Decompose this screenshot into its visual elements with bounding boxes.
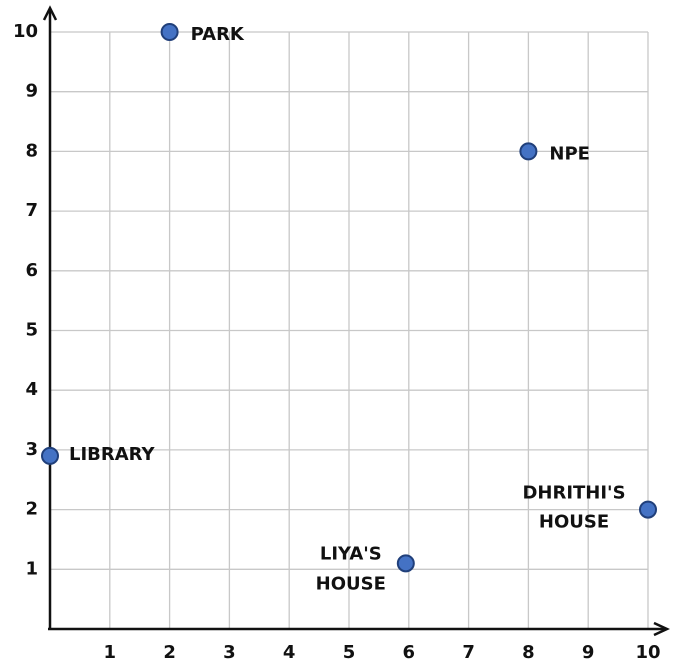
x-tick-label: 3 [223,642,236,663]
y-tick-label: 9 [25,81,38,102]
y-tick-label: 3 [25,439,38,460]
y-axis-arrow [42,5,58,21]
x-tick-label: 2 [163,642,176,663]
point [639,500,657,519]
point-label: HOUSE [539,512,609,533]
point-label: NPE [549,143,590,164]
x-tick-label: 5 [343,642,356,663]
point-label: LIBRARY [69,444,156,465]
y-tick-label: 2 [25,499,38,520]
y-tick-label: 4 [25,379,38,400]
x-axis-arrow [653,621,670,637]
y-tick-label: 10 [13,21,38,42]
x-tick-label: 4 [283,642,296,663]
grid [50,31,649,629]
x-tick-label: 1 [104,642,117,663]
point-label: DHRITHI'S [522,483,625,504]
y-tick-label: 7 [25,200,38,221]
point [160,23,179,41]
point [519,142,538,161]
y-tick-label: 5 [25,320,38,341]
x-tick-label: 7 [462,642,475,663]
point-label: PARK [191,24,245,45]
point-label: LIYA'S [320,543,382,564]
x-tick-label: 10 [635,642,660,663]
point [41,446,59,465]
point-label: HOUSE [316,573,386,594]
point [396,554,415,573]
y-tick-label: 1 [25,558,38,579]
x-tick-label: 6 [403,642,416,663]
y-tick-label: 8 [25,140,38,161]
y-tick-label: 6 [25,260,38,281]
x-tick-label: 8 [522,642,535,663]
x-tick-label: 9 [582,642,595,663]
